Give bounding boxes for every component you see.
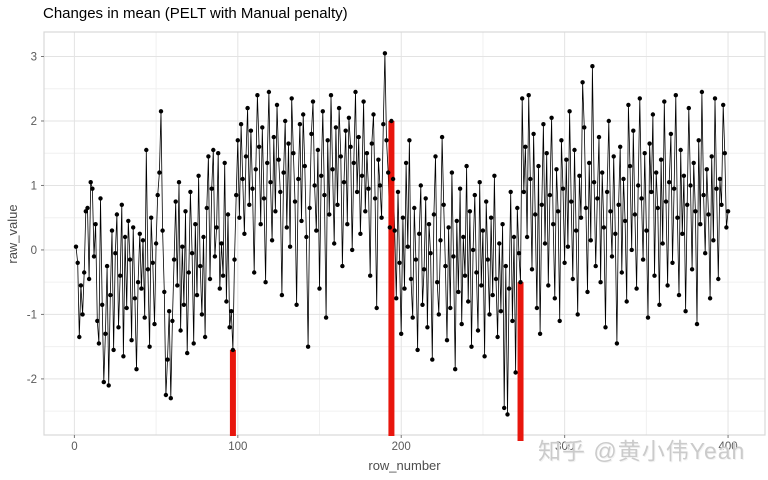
- x-tick-labels: 0 100 200 300 400: [71, 441, 737, 453]
- svg-text:300: 300: [555, 441, 574, 453]
- series-line: [75, 53, 729, 415]
- svg-text:2: 2: [31, 116, 37, 128]
- svg-text:3: 3: [31, 52, 37, 64]
- changepoint-bars: [229, 120, 524, 441]
- svg-text:200: 200: [392, 441, 411, 453]
- svg-text:1: 1: [31, 180, 37, 192]
- x-axis-title: row_number: [368, 458, 441, 473]
- changepoint-bar: [229, 349, 236, 436]
- svg-text:0: 0: [71, 441, 77, 453]
- svg-text:-1: -1: [27, 309, 37, 321]
- panel-border: [43, 31, 766, 436]
- series-points: [73, 51, 731, 417]
- grid-major: [44, 32, 765, 435]
- axis-ticks: [41, 56, 729, 438]
- y-axis-title: raw_value: [5, 204, 20, 264]
- y-tick-labels: 3 2 1 0 -1 -2: [27, 52, 37, 386]
- changepoint-bar: [517, 282, 524, 441]
- watermark-text: 知乎 @黄小伟Yeah: [538, 438, 746, 464]
- svg-text:-2: -2: [27, 374, 37, 386]
- svg-text:400: 400: [718, 441, 737, 453]
- svg-text:100: 100: [228, 441, 247, 453]
- chart-title: Changes in mean (PELT with Manual penalt…: [43, 5, 348, 22]
- svg-text:0: 0: [31, 245, 37, 257]
- changepoint-bar: [388, 120, 395, 437]
